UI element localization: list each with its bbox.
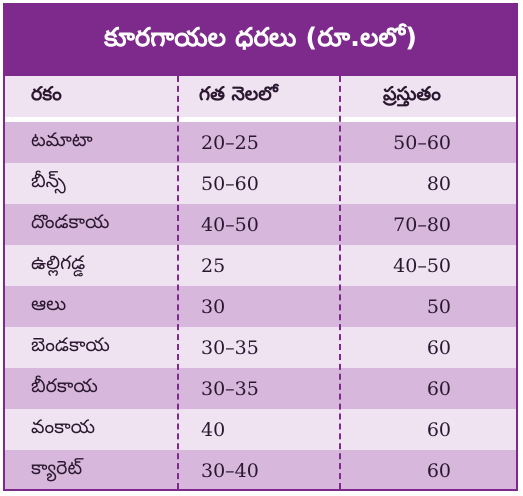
table-row: బెండకాయ 30–35 60 (5, 327, 516, 368)
row-item: ఆలు (31, 293, 67, 315)
row-last-month: 50–60 (201, 172, 259, 195)
table-row: వంకాయ 40 60 (5, 409, 516, 450)
row-current: 60 (426, 336, 451, 359)
row-item: క్యారెట్ (31, 457, 83, 479)
row-last-month: 20–25 (201, 131, 259, 154)
row-item: ఉల్లిగడ్డ (31, 252, 86, 274)
header-item: రకం (31, 83, 62, 105)
row-last-month: 30 (201, 295, 226, 318)
table-header-row: రకం గత నెలలో ప్రస్తుతం (5, 76, 516, 117)
row-last-month: 25 (201, 254, 226, 277)
row-last-month: 30–40 (201, 459, 259, 482)
row-current: 60 (426, 418, 451, 441)
row-last-month: 30–35 (201, 377, 259, 400)
row-item: బెండకాయ (31, 334, 110, 356)
row-current: 60 (426, 377, 451, 400)
row-current: 50 (426, 295, 451, 318)
table-row: క్యారెట్ 30–40 60 (5, 450, 516, 489)
table-title: కూరగాయల ధరలు (రూ.లలో) (5, 5, 516, 76)
row-item: దొండకాయ (31, 211, 110, 233)
row-item: టమాటా (31, 129, 93, 151)
column-divider (339, 76, 341, 489)
row-current: 80 (426, 172, 451, 195)
table-row: ఆలు 30 50 (5, 286, 516, 327)
row-last-month: 40 (201, 418, 226, 441)
row-last-month: 40–50 (201, 213, 259, 236)
row-current: 50–60 (393, 131, 451, 154)
row-item: బీరకాయ (31, 375, 98, 397)
table-row: బీన్స్ 50–60 80 (5, 163, 516, 204)
header-current: ప్రస్తుతం (383, 83, 441, 105)
table-row: ఉల్లిగడ్డ 25 40–50 (5, 245, 516, 286)
price-table: కూరగాయల ధరలు (రూ.లలో) రకం గత నెలలో ప్రస్… (3, 3, 518, 491)
row-current: 60 (426, 459, 451, 482)
row-item: బీన్స్ (31, 170, 66, 192)
header-last-month: గత నెలలో (199, 83, 278, 105)
row-current: 70–80 (393, 213, 451, 236)
table-row: బీరకాయ 30–35 60 (5, 368, 516, 409)
table-row: టమాటా 20–25 50–60 (5, 122, 516, 163)
row-current: 40–50 (393, 254, 451, 277)
table-row: దొండకాయ 40–50 70–80 (5, 204, 516, 245)
row-last-month: 30–35 (201, 336, 259, 359)
row-item: వంకాయ (31, 416, 96, 438)
column-divider (177, 76, 179, 489)
